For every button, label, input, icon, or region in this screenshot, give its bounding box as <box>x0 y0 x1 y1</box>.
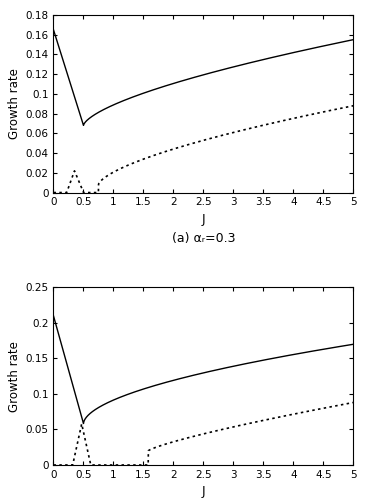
Text: (a) αᵣ=0.3: (a) αᵣ=0.3 <box>172 232 235 244</box>
Y-axis label: Growth rate: Growth rate <box>8 68 21 139</box>
X-axis label: J: J <box>201 486 205 498</box>
X-axis label: J: J <box>201 213 205 226</box>
Y-axis label: Growth rate: Growth rate <box>8 341 21 411</box>
